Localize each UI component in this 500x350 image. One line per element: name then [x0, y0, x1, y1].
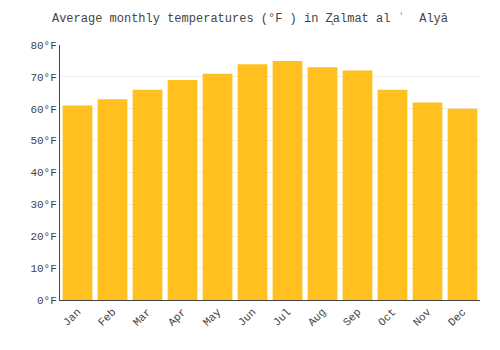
svg-text:Sep: Sep	[341, 306, 363, 328]
svg-text:30°F: 30°F	[30, 199, 56, 211]
svg-text:Average monthly temperatures (: Average monthly temperatures (°F ) in Z̨…	[52, 12, 448, 26]
svg-text:Dec: Dec	[446, 306, 468, 328]
svg-text:Feb: Feb	[96, 306, 118, 328]
svg-text:Apr: Apr	[166, 306, 188, 328]
svg-text:60°F: 60°F	[30, 104, 56, 116]
svg-text:Jan: Jan	[61, 306, 83, 328]
svg-text:May: May	[201, 306, 224, 329]
svg-text:Nov: Nov	[411, 306, 434, 329]
svg-text:10°F: 10°F	[30, 263, 56, 275]
svg-text:70°F: 70°F	[30, 72, 56, 84]
svg-text:20°F: 20°F	[30, 231, 56, 243]
svg-text:Jun: Jun	[236, 306, 258, 328]
svg-text:Jul: Jul	[271, 306, 293, 328]
svg-text:80°F: 80°F	[30, 40, 56, 52]
svg-text:Oct: Oct	[376, 306, 398, 328]
svg-text:0°F: 0°F	[37, 295, 57, 307]
svg-text:50°F: 50°F	[30, 135, 56, 147]
svg-text:Aug: Aug	[306, 306, 328, 328]
svg-text:Mar: Mar	[131, 306, 153, 328]
svg-text:40°F: 40°F	[30, 167, 56, 179]
